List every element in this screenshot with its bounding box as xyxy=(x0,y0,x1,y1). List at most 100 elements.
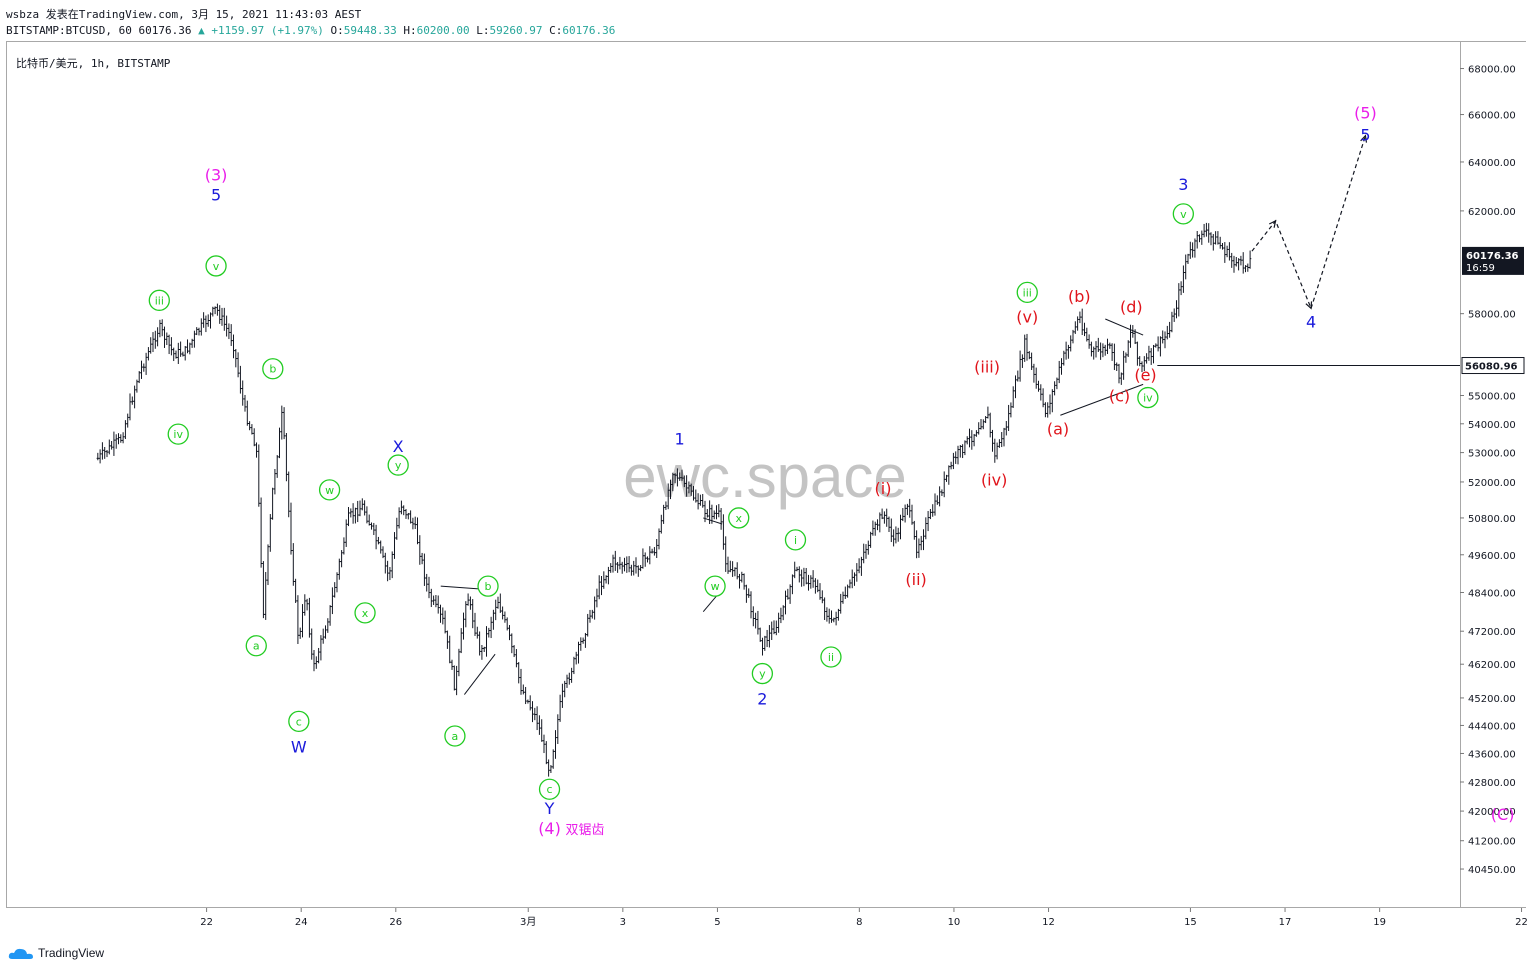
brand-label: TradingView xyxy=(38,946,105,960)
wave-label: (v) xyxy=(1016,308,1038,327)
x-tick-label: 19 xyxy=(1373,917,1386,928)
wave-label: b xyxy=(269,363,276,376)
y-tick-label: 43600.00 xyxy=(1468,749,1516,760)
y-tick-label: 68000.00 xyxy=(1468,65,1516,76)
wave-label: a xyxy=(452,730,459,743)
symbol-label[interactable]: BITSTAMP:BTCUSD, 60 xyxy=(6,24,132,37)
wave-label: X xyxy=(393,437,404,456)
x-tick-label: 3 xyxy=(620,917,626,928)
y-tick-label: 42000.00 xyxy=(1468,807,1516,818)
y-tick-label: 47200.00 xyxy=(1468,627,1516,638)
wave-label: Y xyxy=(544,799,555,818)
level-price-label: 56080.96 xyxy=(1465,362,1518,373)
y-tick-label: 40450.00 xyxy=(1468,865,1516,876)
wave-circle xyxy=(1137,386,1159,409)
ohlc-header: BITSTAMP:BTCUSD, 60 60176.36 ▲ +1159.97 … xyxy=(6,24,615,37)
wave-label: c xyxy=(296,715,302,728)
open-value: 59448.33 xyxy=(343,24,397,37)
x-tick-label: 24 xyxy=(295,917,308,928)
wave-label: (a) xyxy=(1047,419,1069,438)
wave-label: (C) xyxy=(1491,805,1515,824)
chart-pane[interactable] xyxy=(6,41,1460,908)
high-label: H: xyxy=(403,24,417,37)
wave-label: 5 xyxy=(1360,126,1370,145)
trend-line xyxy=(463,653,496,695)
wave-label: iii xyxy=(1023,286,1032,299)
forecast-arrowhead xyxy=(1269,219,1277,228)
wave-label: 3 xyxy=(1178,175,1188,194)
wave-label: (e) xyxy=(1134,366,1156,385)
forecast-arrowhead xyxy=(1360,134,1368,143)
x-tick-label: 5 xyxy=(714,917,720,928)
low-label: L: xyxy=(476,24,490,37)
wave-label: 双锯齿 xyxy=(565,823,604,838)
y-tick-label: 41200.00 xyxy=(1468,837,1516,848)
wave-label: x xyxy=(735,512,742,525)
wave-label: iii xyxy=(155,294,164,307)
chart-legend: 比特币/美元, 1h, BITSTAMP xyxy=(16,57,171,70)
x-tick-label: 15 xyxy=(1184,917,1197,928)
x-tick-label: 22 xyxy=(200,917,213,928)
y-tick-label: 55000.00 xyxy=(1468,392,1516,403)
wave-circle xyxy=(784,529,807,551)
wave-circle xyxy=(444,725,466,747)
y-tick-label: 54000.00 xyxy=(1468,420,1516,431)
wave-circle xyxy=(820,646,842,668)
y-tick-label: 46200.00 xyxy=(1468,660,1516,671)
wave-circle xyxy=(387,454,409,476)
wave-label: w xyxy=(325,484,334,497)
wave-label: W xyxy=(291,737,307,756)
wave-label: (ii) xyxy=(905,570,926,589)
y-tick-label: 66000.00 xyxy=(1468,111,1516,122)
wave-circle xyxy=(1172,203,1194,225)
wave-label: (iii) xyxy=(974,358,1000,377)
tradingview-logo[interactable]: TradingView xyxy=(8,946,104,960)
watermark: ewc.space xyxy=(623,443,906,510)
tradingview-cloud-icon xyxy=(8,948,34,959)
wave-label: 2 xyxy=(757,690,767,709)
ohlc-bars xyxy=(96,222,1252,777)
wave-circle xyxy=(354,602,376,624)
wave-label: y xyxy=(759,668,766,681)
wave-label: y xyxy=(395,459,402,472)
y-tick-label: 48400.00 xyxy=(1468,589,1516,600)
x-tick-label: 10 xyxy=(948,917,961,928)
forecast-path xyxy=(1251,135,1367,311)
wave-label: ii xyxy=(828,651,834,664)
wave-circle xyxy=(288,710,310,732)
close-value: 60176.36 xyxy=(562,24,616,37)
last-price-tag xyxy=(1462,246,1524,275)
wave-label: v xyxy=(1180,208,1187,221)
publish-info: wsbza 发表在TradingView.com, 3月 15, 2021 11… xyxy=(6,8,362,21)
y-tick-label: 45200.00 xyxy=(1468,694,1516,705)
wave-label: (c) xyxy=(1109,386,1130,405)
wave-circle xyxy=(245,635,267,657)
wave-circle xyxy=(148,289,170,311)
wave-circle xyxy=(205,255,227,277)
wave-circle xyxy=(728,507,750,529)
wave-label: b xyxy=(485,580,492,593)
last-price-label: 60176.36 xyxy=(1466,251,1519,262)
close-label: C: xyxy=(549,24,563,37)
price-change: ▲ +1159.97 (+1.97%) xyxy=(198,24,324,37)
y-tick-label: 62000.00 xyxy=(1468,207,1516,218)
wave-label: 4 xyxy=(1306,312,1316,331)
y-tick-label: 49600.00 xyxy=(1468,551,1516,562)
wave-label: (3) xyxy=(205,165,228,184)
x-tick-label: 3月 xyxy=(520,916,536,928)
x-tick-label: 8 xyxy=(856,917,862,928)
wave-label: iv xyxy=(173,428,183,441)
trend-line xyxy=(1105,318,1144,336)
price-axis[interactable] xyxy=(1460,41,1526,908)
x-tick-label: 12 xyxy=(1042,917,1055,928)
wave-label: w xyxy=(711,580,720,593)
wave-circle xyxy=(1016,281,1038,304)
wave-circle xyxy=(477,575,499,597)
wave-label: (4) xyxy=(538,819,561,838)
trend-line xyxy=(1060,383,1144,416)
drawings xyxy=(440,134,1460,695)
wave-circle xyxy=(318,479,341,501)
wave-label: v xyxy=(213,260,220,273)
